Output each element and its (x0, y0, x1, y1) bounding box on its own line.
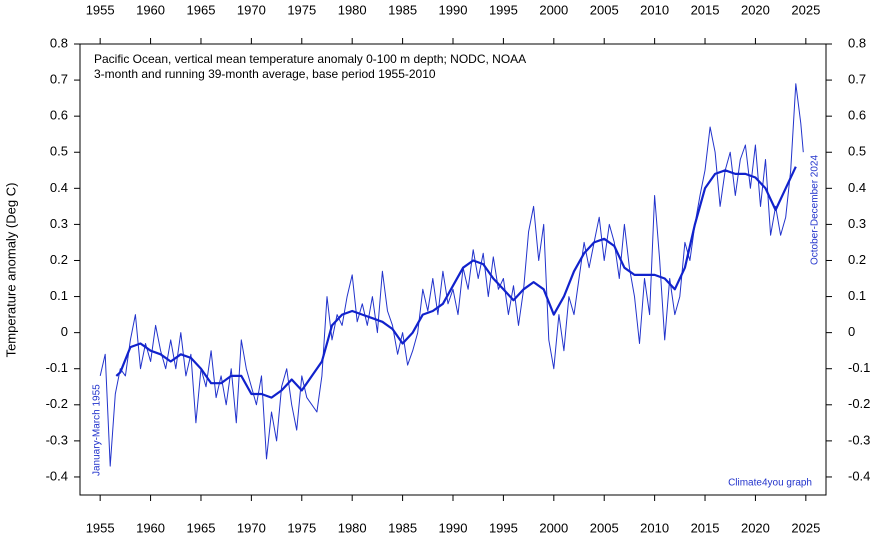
x-tick-label: 1955 (86, 520, 115, 535)
y-tick-label: 0.8 (50, 35, 68, 50)
y-tick-label: 0.1 (848, 288, 866, 303)
x-tick-label: 1955 (86, 2, 115, 17)
plot-frame (79, 43, 827, 496)
series-line (115, 166, 797, 399)
x-tick-label: 2025 (791, 520, 820, 535)
x-tick-label: 2000 (539, 2, 568, 17)
y-tick-label: -0.4 (46, 468, 68, 483)
x-tick-label: 2010 (640, 520, 669, 535)
y-tick-label: -0.3 (848, 432, 870, 447)
x-tick-label: 1975 (287, 520, 316, 535)
y-tick-label: 0.4 (50, 180, 68, 195)
x-tick-label: 1985 (388, 520, 417, 535)
y-tick-label: -0.3 (46, 432, 68, 447)
y-tick-label: 0.5 (50, 144, 68, 159)
x-tick-label: 2020 (741, 2, 770, 17)
y-tick-label: 0.8 (848, 35, 866, 50)
x-tick-label: 2020 (741, 520, 770, 535)
y-axis-label: Temperature anomaly (Deg C) (3, 183, 18, 358)
y-tick-label: 0.6 (50, 108, 68, 123)
x-tick-label: 1990 (439, 520, 468, 535)
series-line (99, 83, 804, 467)
x-tick-label: 2025 (791, 2, 820, 17)
y-tick-label: -0.2 (46, 396, 68, 411)
x-tick-label: 2005 (590, 2, 619, 17)
y-tick-label: 0.1 (50, 288, 68, 303)
chart-subtitle: 3-month and running 39-month average, ba… (94, 67, 436, 81)
y-tick-label: 0.3 (848, 216, 866, 231)
x-tick-label: 1975 (287, 2, 316, 17)
x-tick-label: 2015 (691, 2, 720, 17)
x-tick-label: 1985 (388, 2, 417, 17)
end-annotation: October-December 2024 (810, 155, 821, 265)
x-tick-label: 1965 (187, 520, 216, 535)
y-tick-label: 0.7 (50, 72, 68, 87)
y-tick-label: -0.2 (848, 396, 870, 411)
y-tick-label: 0.6 (848, 108, 866, 123)
y-tick-label: 0.3 (50, 216, 68, 231)
y-tick-label: 0.2 (848, 252, 866, 267)
y-tick-label: -0.1 (46, 360, 68, 375)
x-tick-label: 1970 (237, 2, 266, 17)
y-tick-label: 0.5 (848, 144, 866, 159)
chart-title: Pacific Ocean, vertical mean temperature… (94, 52, 526, 66)
x-tick-label: 2005 (590, 520, 619, 535)
y-tick-label: 0 (848, 324, 855, 339)
x-tick-label: 1960 (136, 520, 165, 535)
x-tick-label: 1995 (489, 520, 518, 535)
x-tick-label: 1980 (338, 2, 367, 17)
y-tick-label: -0.4 (848, 468, 870, 483)
x-tick-label: 1990 (439, 2, 468, 17)
x-tick-label: 1965 (187, 2, 216, 17)
x-tick-label: 1970 (237, 520, 266, 535)
x-tick-label: 1995 (489, 2, 518, 17)
y-tick-label: 0.7 (848, 72, 866, 87)
y-tick-label: 0 (61, 324, 68, 339)
x-tick-label: 2015 (691, 520, 720, 535)
x-tick-label: 1960 (136, 2, 165, 17)
credit: Climate4you graph (728, 478, 812, 489)
y-tick-label: 0.4 (848, 180, 866, 195)
x-tick-label: 1980 (338, 520, 367, 535)
start-annotation: January-March 1955 (92, 384, 103, 476)
y-tick-label: 0.2 (50, 252, 68, 267)
x-tick-label: 2010 (640, 2, 669, 17)
y-tick-label: -0.1 (848, 360, 870, 375)
x-tick-label: 2000 (539, 520, 568, 535)
